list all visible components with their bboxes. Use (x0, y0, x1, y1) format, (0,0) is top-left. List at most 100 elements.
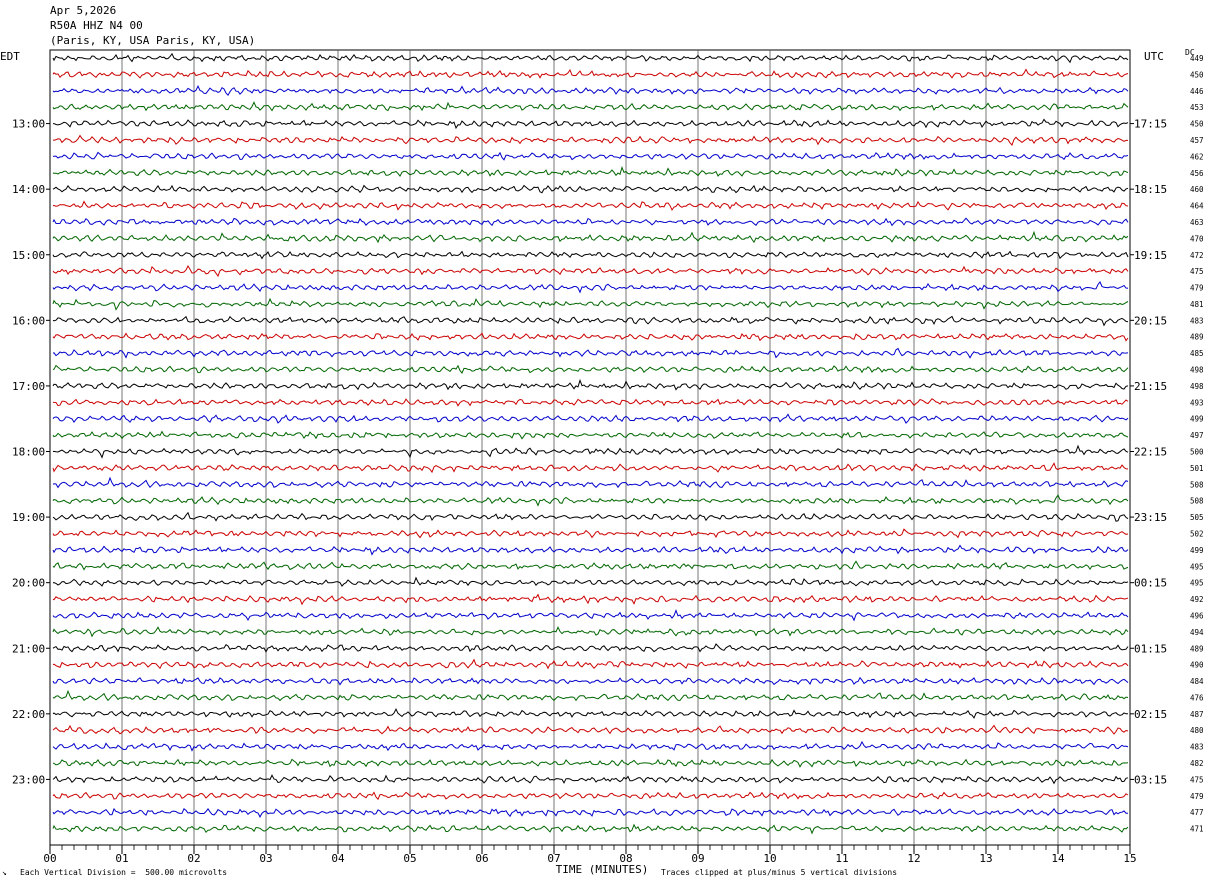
dc-offset-label: 508 (1190, 497, 1204, 506)
x-tick-label: 05 (403, 852, 416, 865)
dc-offset-label: 495 (1190, 562, 1204, 571)
dc-offset-label: 499 (1190, 415, 1204, 424)
dc-offset-label: 470 (1190, 234, 1204, 243)
right-hour-label: 19:15 (1134, 249, 1167, 262)
label-layer: 00 01 02 03 04 05 06 07 08 09 10 11 12 13 14 15 TIME (MI… (12, 54, 1204, 876)
trace-line (52, 511, 1129, 522)
trace-line (52, 724, 1129, 735)
dc-offset-label: 480 (1190, 726, 1204, 735)
trace-line (52, 297, 1129, 311)
right-hour-label: 17:15 (1134, 118, 1167, 131)
right-timezone-label: UTC (1144, 50, 1164, 63)
dc-offset-label: 460 (1190, 185, 1204, 194)
dc-offset-label: 476 (1190, 693, 1204, 702)
right-hour-label: 00:15 (1134, 577, 1167, 590)
dc-offset-label: 475 (1190, 267, 1204, 276)
trace-line (52, 332, 1129, 342)
left-timezone-label: EDT (0, 50, 20, 63)
trace-line (52, 707, 1129, 719)
right-hour-label: 22:15 (1134, 446, 1167, 459)
x-tick-label: 08 (619, 852, 632, 865)
trace-line (52, 774, 1129, 785)
dc-offset-label: 496 (1190, 611, 1204, 620)
dc-offset-label: 493 (1190, 398, 1204, 407)
trace-line (52, 347, 1129, 359)
dc-offset-label: 479 (1190, 792, 1204, 801)
right-hour-label: 23:15 (1134, 511, 1167, 524)
dc-offset-label: 481 (1190, 300, 1204, 309)
trace-line (52, 230, 1129, 244)
dc-offset-label: 500 (1190, 448, 1204, 457)
trace-line (52, 476, 1129, 489)
trace-line (52, 281, 1129, 294)
dc-offset-label: 492 (1190, 595, 1204, 604)
trace-line (52, 494, 1129, 507)
dc-offset-label: 462 (1190, 152, 1204, 161)
dc-offset-label: 483 (1190, 316, 1204, 325)
dc-offset-label: 498 (1190, 366, 1204, 375)
left-hour-label: 13:00 (12, 118, 45, 131)
trace-line (52, 544, 1129, 556)
trace-line (52, 134, 1128, 146)
right-hour-label: 03:15 (1134, 773, 1167, 786)
x-tick-label: 09 (691, 852, 704, 865)
right-hour-label: 02:15 (1134, 708, 1167, 721)
dc-offset-label: 499 (1190, 546, 1204, 555)
dc-offset-label: 450 (1190, 120, 1204, 129)
dc-offset-label: 485 (1190, 349, 1204, 358)
dc-offset-label: 471 (1190, 825, 1204, 834)
dc-offset-label: 494 (1190, 628, 1204, 637)
x-tick-label: 13 (979, 852, 992, 865)
dc-offset-label: 487 (1190, 710, 1204, 719)
dc-offset-label: 457 (1190, 136, 1204, 145)
trace-line (52, 264, 1129, 278)
x-tick-label: 11 (835, 852, 848, 865)
dc-offset-label: 495 (1190, 579, 1204, 588)
trace-line (52, 200, 1129, 211)
dc-offset-label: 472 (1190, 251, 1204, 260)
left-hour-label: 16:00 (12, 314, 45, 327)
corner-arrow-icon: ↘ (2, 868, 7, 877)
trace-line (52, 676, 1129, 686)
trace-line (52, 560, 1129, 571)
x-tick-label: 06 (475, 852, 488, 865)
trace-line (52, 462, 1129, 474)
left-hour-label: 21:00 (12, 642, 45, 655)
dc-offset-label: 456 (1190, 169, 1204, 178)
trace-line (52, 593, 1129, 606)
x-axis-label: TIME (MINUTES) (556, 863, 649, 876)
left-hour-label: 14:00 (12, 183, 45, 196)
trace-line (52, 250, 1129, 260)
dc-offset-label: 450 (1190, 70, 1204, 79)
trace-line (52, 151, 1129, 161)
dc-column-label: DC (1185, 48, 1195, 57)
trace-layer (52, 52, 1129, 835)
dc-offset-label: 484 (1190, 677, 1204, 686)
date-label: Apr 5,2026 (50, 4, 117, 17)
plot-frame (49, 49, 1131, 846)
trace-line (52, 101, 1129, 112)
left-hour-label: 19:00 (12, 511, 45, 524)
dc-offset-label: 449 (1190, 54, 1204, 63)
dc-offset-label: 483 (1190, 743, 1204, 752)
x-tick-label: 04 (331, 852, 345, 865)
dc-offset-label: 508 (1190, 480, 1204, 489)
dc-offset-label: 464 (1190, 202, 1204, 211)
location-label: (Paris, KY, USA Paris, KY, USA) (50, 34, 256, 47)
dc-offset-label: 498 (1190, 382, 1204, 391)
dc-offset-label: 463 (1190, 218, 1204, 227)
trace-line (52, 528, 1129, 539)
trace-line (52, 68, 1129, 79)
dc-offset-label: 453 (1190, 103, 1204, 112)
x-tick-label: 07 (547, 852, 560, 865)
trace-line (52, 413, 1129, 424)
trace-line (52, 430, 1129, 440)
trace-line (52, 576, 1129, 587)
trace-line (52, 184, 1129, 194)
x-tick-label: 12 (907, 852, 920, 865)
left-hour-label: 23:00 (12, 773, 45, 786)
left-hour-label: 17:00 (12, 380, 45, 393)
x-tick-label: 14 (1051, 852, 1065, 865)
dc-offset-label: 477 (1190, 808, 1204, 817)
